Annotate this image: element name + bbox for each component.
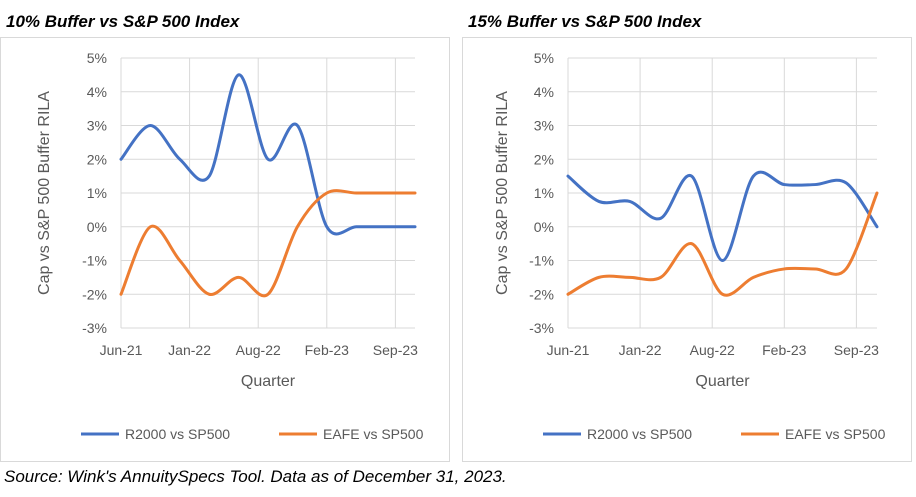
- y-tick-label: 5%: [534, 50, 554, 66]
- y-tick-label: -2%: [529, 286, 554, 302]
- x-axis-title: Quarter: [695, 373, 750, 390]
- x-tick-label: Jun-21: [547, 342, 590, 358]
- y-axis-title: Cap vs S&P 500 Buffer RILA: [36, 91, 53, 295]
- y-tick-label: -1%: [529, 253, 554, 269]
- y-tick-label: 1%: [87, 185, 107, 201]
- y-tick-label: 4%: [534, 84, 554, 100]
- x-tick-label: Jun-21: [100, 342, 143, 358]
- line-chart: 5% 4% 3% 2% 1% 0% -1% -2% -3% Jun-21 Jan-22 Aug-22 F…: [494, 50, 886, 442]
- chart-title: 15% Buffer vs S&P 500 Index: [468, 12, 702, 31]
- legend-label: EAFE vs SP500: [785, 426, 886, 442]
- x-tick-label: Feb-23: [762, 342, 807, 358]
- chart-area: 5% 4% 3% 2% 1% 0% -1% -2% -3% Jun-21 Jan-22 Aug-22 F…: [462, 37, 912, 462]
- series-line-eafe: [119, 189, 417, 298]
- chart-title: 10% Buffer vs S&P 500 Index: [6, 12, 240, 31]
- y-tick-label: 0%: [87, 219, 107, 235]
- y-tick-label: 3%: [534, 118, 554, 134]
- y-tick-label: -3%: [82, 320, 107, 336]
- y-tick-label: 5%: [87, 50, 107, 66]
- x-tick-label: Jan-22: [619, 342, 662, 358]
- legend-label: EAFE vs SP500: [323, 426, 424, 442]
- y-tick-label: 2%: [534, 151, 554, 167]
- y-tick-label: 2%: [87, 151, 107, 167]
- series-line-r2000: [119, 73, 417, 236]
- y-tick-label: -2%: [82, 286, 107, 302]
- legend-label: R2000 vs SP500: [587, 426, 692, 442]
- source-note: Source: Wink's AnnuitySpecs Tool. Data a…: [4, 467, 507, 486]
- y-tick-label: 3%: [87, 118, 107, 134]
- chart-area: 5% 4% 3% 2% 1% 0% -1% -2% -3% Jun-21 Jan-22 Aug-22 F…: [0, 37, 450, 462]
- x-tick-label: Jan-22: [168, 342, 211, 358]
- series-line-eafe: [566, 191, 879, 297]
- y-axis-title: Cap vs S&P 500 Buffer RILA: [494, 91, 511, 295]
- legend-label: R2000 vs SP500: [125, 426, 230, 442]
- x-tick-label: Aug-22: [236, 342, 281, 358]
- y-tick-label: -1%: [82, 253, 107, 269]
- x-tick-label: Feb-23: [305, 342, 350, 358]
- y-tick-label: 1%: [534, 185, 554, 201]
- x-tick-label: Aug-22: [690, 342, 735, 358]
- y-tick-label: -3%: [529, 320, 554, 336]
- x-tick-label: Sep-23: [834, 342, 879, 358]
- chart-panel-15-buffer: 15% Buffer vs S&P 500 Index 5% 4% 3% 2% 1% 0%…: [462, 0, 914, 465]
- y-tick-label: 4%: [87, 84, 107, 100]
- series-line-r2000: [566, 170, 879, 262]
- y-tick-label: 0%: [534, 219, 554, 235]
- line-chart: 5% 4% 3% 2% 1% 0% -1% -2% -3% Jun-21 Jan-22 Aug-22 F…: [36, 50, 424, 442]
- chart-panel-10-buffer: 10% Buffer vs S&P 500 Index 5% 4% 3% 2% 1% 0%…: [0, 0, 452, 465]
- x-axis-title: Quarter: [241, 373, 296, 390]
- x-tick-label: Sep-23: [373, 342, 418, 358]
